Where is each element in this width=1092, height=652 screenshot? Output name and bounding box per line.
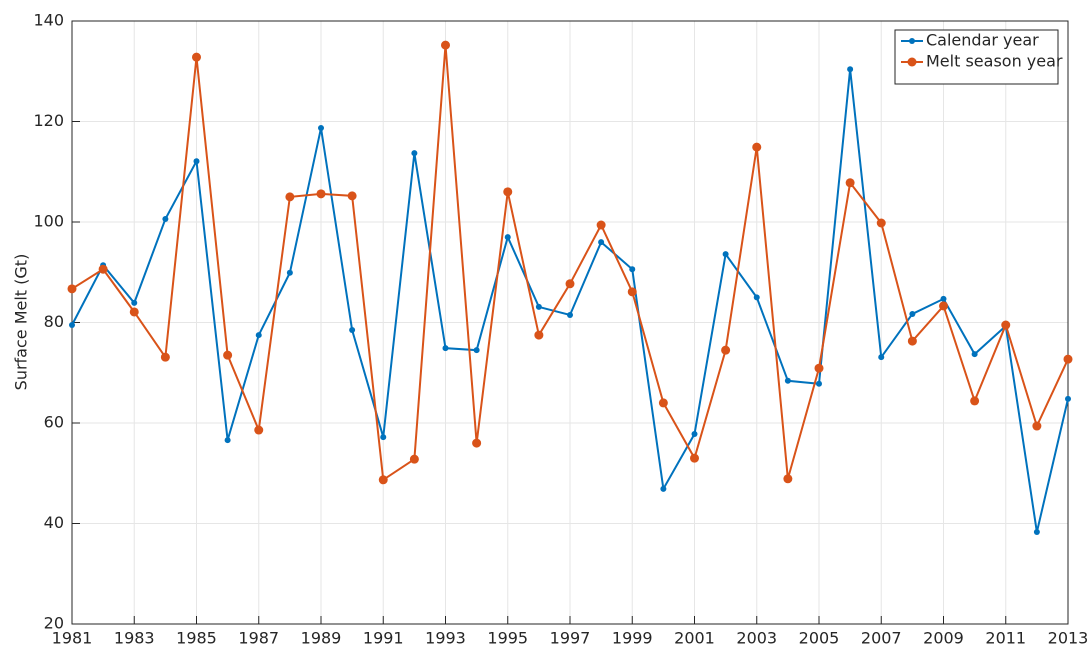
y-tick-label: 40	[44, 513, 64, 532]
y-tick-label: 60	[44, 413, 64, 432]
data-point	[814, 363, 824, 373]
y-axis-label: Surface Melt (Gt)	[12, 254, 31, 391]
data-point	[970, 396, 980, 406]
data-point	[223, 350, 233, 360]
x-tick-label: 1983	[114, 629, 155, 648]
data-point	[627, 287, 637, 297]
x-tick-label: 1989	[301, 629, 342, 648]
x-tick-label: 2003	[736, 629, 777, 648]
data-point	[378, 475, 388, 485]
data-point	[504, 234, 511, 241]
x-tick-label: 1981	[52, 629, 93, 648]
x-tick-label: 1993	[425, 629, 466, 648]
data-point	[939, 301, 948, 311]
x-tick-label: 1995	[487, 629, 528, 648]
data-point	[1001, 320, 1011, 330]
data-point	[192, 52, 201, 62]
data-point	[1063, 354, 1073, 364]
data-point	[285, 192, 295, 202]
data-point	[193, 158, 200, 165]
data-point	[349, 327, 356, 334]
data-point	[347, 191, 357, 201]
y-tick-label: 120	[33, 111, 64, 130]
data-point	[1033, 529, 1040, 536]
legend-box	[894, 29, 1059, 85]
data-point	[224, 437, 231, 444]
data-point	[629, 266, 636, 273]
data-point	[441, 40, 450, 50]
data-point	[69, 322, 75, 329]
data-point	[409, 454, 419, 464]
legend: Calendar year Melt season year	[894, 29, 1063, 85]
data-point	[472, 438, 482, 448]
x-tick-label: 2005	[799, 629, 840, 648]
data-point	[940, 295, 947, 302]
data-point	[131, 299, 138, 306]
data-point	[316, 189, 326, 199]
data-point	[442, 345, 449, 352]
legend-marker	[909, 38, 915, 44]
data-point	[318, 125, 324, 132]
x-tick-label: 1991	[363, 629, 404, 648]
data-point	[534, 330, 544, 340]
data-point	[598, 239, 605, 246]
data-point	[503, 187, 513, 197]
data-point	[254, 425, 264, 435]
data-point	[722, 251, 729, 258]
data-point	[971, 351, 978, 358]
data-point	[255, 332, 262, 339]
x-tick-label: 1997	[550, 629, 591, 648]
data-point	[162, 215, 169, 222]
legend-label: Calendar year	[926, 31, 1039, 50]
legend-marker	[907, 57, 917, 67]
data-point	[286, 269, 293, 276]
data-point	[784, 377, 791, 384]
data-point	[658, 398, 668, 408]
legend-label: Melt season year	[926, 52, 1063, 71]
data-point	[909, 310, 916, 317]
data-point	[753, 294, 760, 301]
data-point	[783, 474, 793, 484]
data-point	[721, 345, 731, 355]
data-point	[380, 434, 387, 441]
data-point	[565, 279, 575, 289]
data-point	[596, 220, 606, 230]
x-tick-label: 2007	[861, 629, 902, 648]
data-point	[752, 142, 762, 152]
data-point	[1032, 421, 1042, 431]
data-point	[411, 150, 418, 157]
data-point	[129, 307, 139, 317]
data-point	[473, 347, 480, 354]
data-point	[567, 311, 573, 318]
x-tick-label: 1985	[176, 629, 217, 648]
data-point	[845, 178, 855, 188]
x-tick-label: 2001	[674, 629, 715, 648]
x-tick-label: 2009	[923, 629, 964, 648]
x-tick-label: 2011	[985, 629, 1026, 648]
data-point	[690, 453, 699, 463]
data-point	[67, 284, 77, 294]
data-point	[878, 354, 885, 361]
x-tick-label: 2013	[1048, 629, 1089, 648]
data-point	[160, 352, 170, 362]
data-point	[98, 264, 108, 274]
x-tick-label: 1987	[238, 629, 279, 648]
y-tick-label: 20	[44, 614, 64, 633]
data-point	[907, 336, 917, 346]
data-point	[816, 380, 822, 387]
y-tick-label: 80	[44, 312, 64, 331]
data-point	[876, 218, 886, 228]
y-tick-label: 100	[33, 212, 64, 231]
x-tick-label: 1999	[612, 629, 653, 648]
data-point	[1065, 395, 1071, 402]
data-point	[847, 66, 854, 73]
data-point	[660, 485, 667, 492]
y-tick-label: 140	[33, 11, 64, 30]
data-point	[535, 303, 542, 310]
data-point	[691, 431, 698, 438]
